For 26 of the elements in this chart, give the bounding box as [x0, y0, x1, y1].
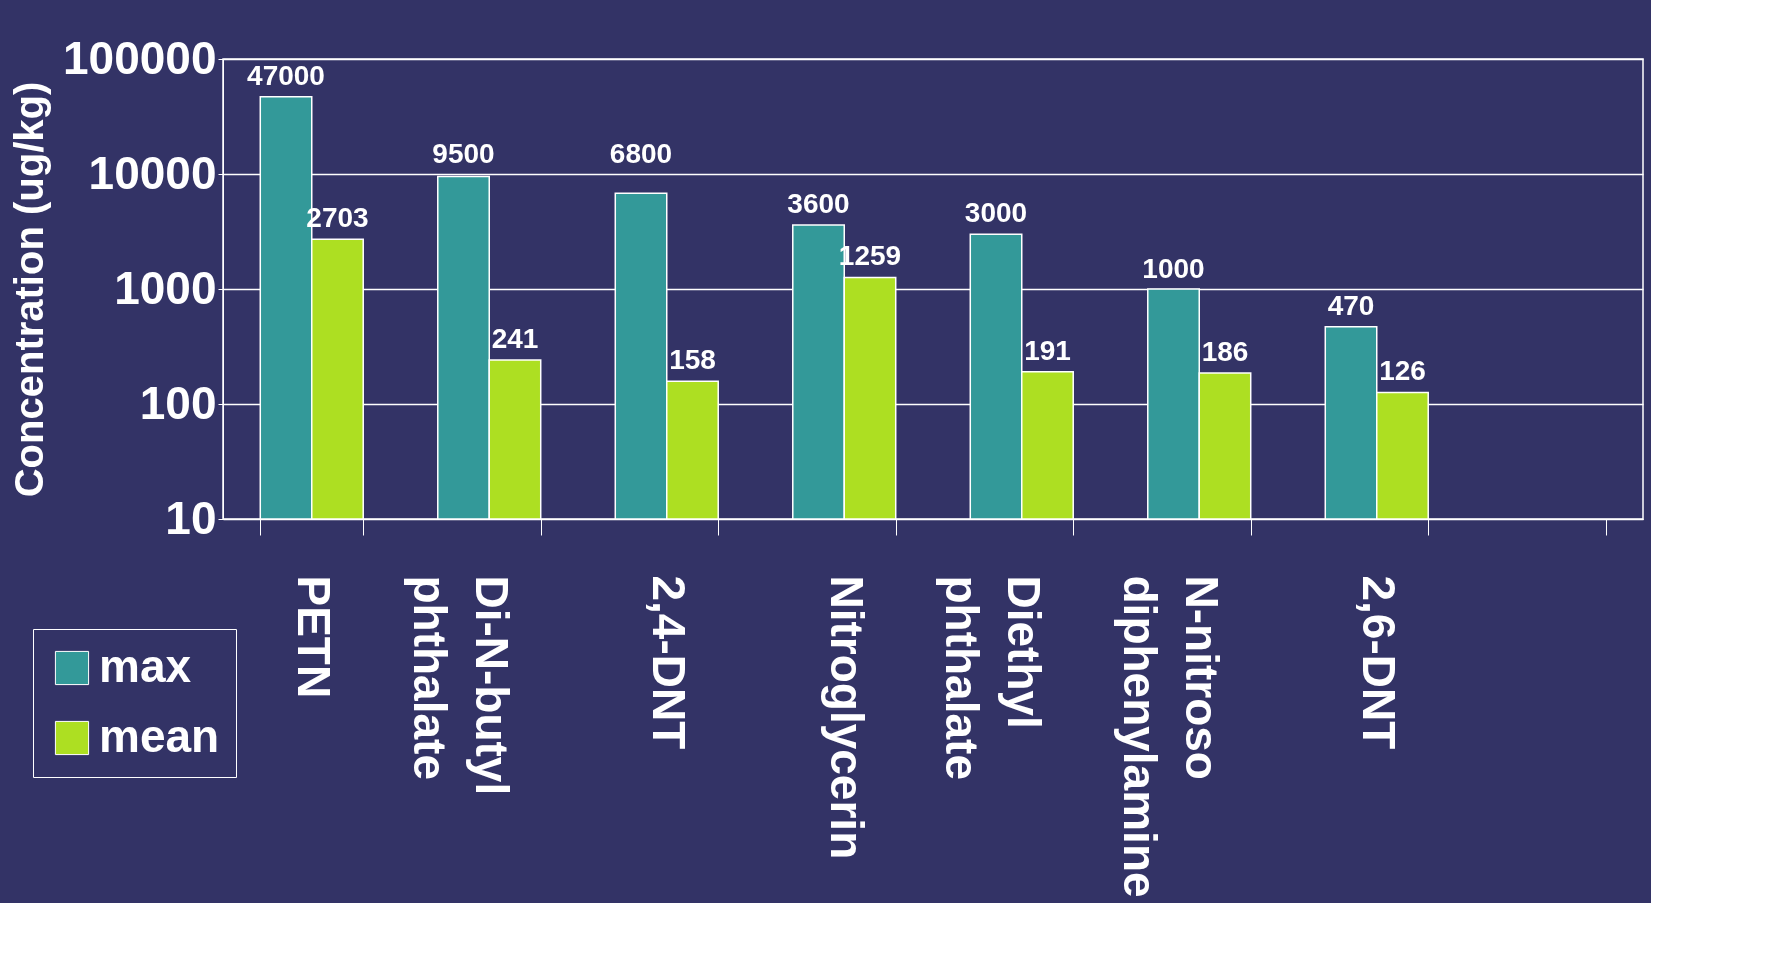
data-label: 3600 — [787, 188, 850, 220]
x-tick-label: 2,6-DNT — [1353, 575, 1406, 750]
y-tick-label: 100000 — [63, 31, 217, 84]
x-tick-label: PETN — [288, 575, 341, 699]
y-tick-label: 1000 — [114, 261, 217, 314]
data-label: 191 — [1024, 334, 1071, 366]
legend-label: mean — [99, 710, 220, 762]
data-label: 158 — [669, 344, 716, 376]
x-tick-label: 2,4-DNT — [643, 575, 696, 750]
legend-label: max — [99, 640, 192, 692]
data-label: 9500 — [432, 137, 495, 169]
x-tick-label: Nitroglycerin — [820, 575, 873, 860]
y-tick-label: 10 — [165, 491, 217, 544]
x-tick-label: Diethyl phthalate — [936, 575, 1051, 780]
data-label: 470 — [1327, 289, 1375, 321]
data-label: 47000 — [247, 59, 325, 91]
y-tick-label: 10000 — [88, 146, 217, 199]
x-tick-label: Di-N-butyl phthalate — [403, 575, 518, 796]
data-label: 3000 — [964, 197, 1028, 229]
data-label: 186 — [1201, 336, 1249, 368]
y-tick-label: 100 — [139, 376, 217, 429]
data-label: 1000 — [1142, 253, 1205, 284]
y-axis-title: Concentration (ug/kg) — [7, 81, 51, 498]
data-label: 6800 — [609, 138, 673, 170]
data-label: 126 — [1379, 355, 1426, 387]
data-label: 241 — [491, 323, 539, 355]
